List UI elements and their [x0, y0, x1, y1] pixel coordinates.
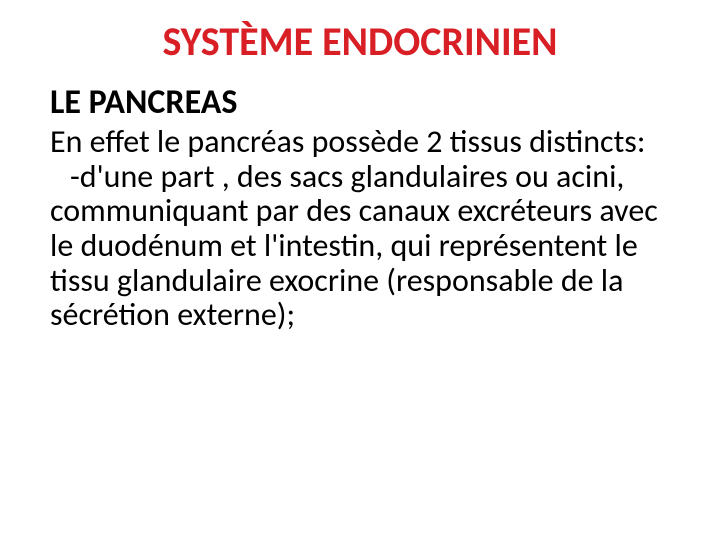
slide: SYSTÈME ENDOCRINIEN LE PANCREAS En effet…	[0, 0, 720, 540]
body-text: En effet le pancréas possède 2 tissus di…	[50, 125, 670, 332]
slide-title: SYSTÈME ENDOCRINIEN	[50, 20, 670, 64]
slide-subtitle: LE PANCREAS	[50, 84, 670, 121]
body-intro: En effet le pancréas possède 2 tissus di…	[50, 122, 645, 161]
body-bullet: -d'une part , des sacs glandulaires ou a…	[50, 157, 658, 334]
